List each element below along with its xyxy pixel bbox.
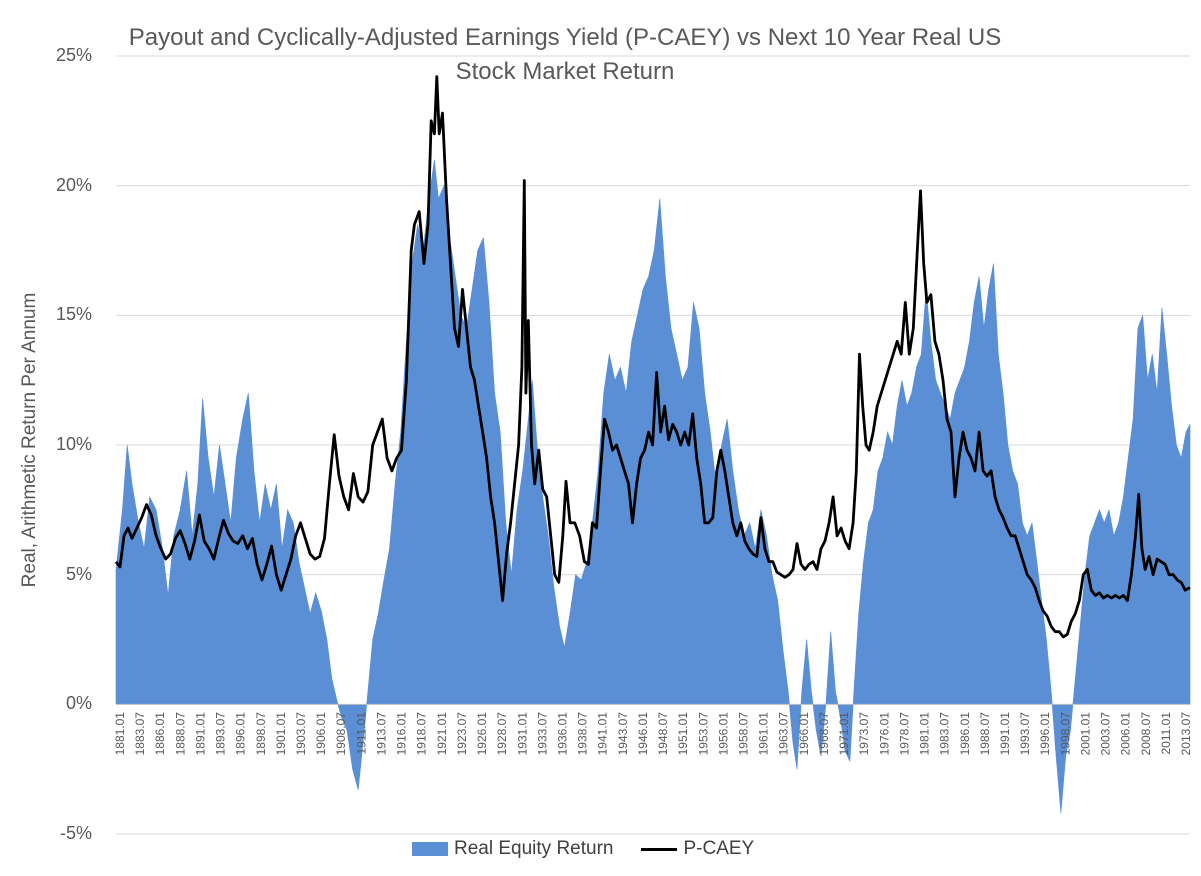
x-tick-label: 1916.01 xyxy=(395,712,409,756)
p-caey-series xyxy=(114,75,1191,639)
x-tick-label: 2001.01 xyxy=(1078,712,1092,756)
x-tick-label: 1996.01 xyxy=(1038,712,1052,756)
x-tick-label: 1938.07 xyxy=(576,712,590,756)
x-tick-label: 1898.07 xyxy=(254,712,268,756)
x-tick-label: 1926.01 xyxy=(475,712,489,756)
x-tick-label: 1953.07 xyxy=(696,712,710,756)
x-tick-label: 1983.07 xyxy=(938,712,952,756)
x-tick-label: 1981.01 xyxy=(918,712,932,756)
x-tick-label: 1908.07 xyxy=(334,712,348,756)
x-tick-label: 1961.01 xyxy=(757,712,771,756)
x-tick-label: 1933.07 xyxy=(535,712,549,756)
x-tick-label: 1988.07 xyxy=(978,712,992,756)
x-tick-label: 1883.07 xyxy=(133,712,147,756)
x-tick-label: 1971.01 xyxy=(837,712,851,756)
x-tick-label: 1958.07 xyxy=(737,712,751,756)
x-tick-label: 1946.01 xyxy=(636,712,650,756)
x-tick-label: 1998.07 xyxy=(1058,712,1072,756)
legend-swatch-p-caey xyxy=(641,847,678,851)
x-tick-label: 1903.07 xyxy=(294,712,308,756)
x-tick-label: 1966.01 xyxy=(797,712,811,756)
real-equity-return-series xyxy=(115,159,1191,814)
x-tick-label: 1918.07 xyxy=(415,712,429,756)
x-tick-label: 1948.07 xyxy=(656,712,670,756)
y-tick-label: 10% xyxy=(55,434,92,454)
legend-label-p-caey: P-CAEY xyxy=(683,838,755,859)
legend-swatch-real-equity-return xyxy=(412,842,448,856)
x-tick-label: 1906.01 xyxy=(314,712,328,756)
x-tick-label: 1993.07 xyxy=(1018,712,1032,756)
chart-title-line-2: Stock Market Return xyxy=(455,58,675,85)
y-tick-label: 5% xyxy=(65,563,92,584)
x-tick-label: 1881.01 xyxy=(113,712,127,756)
x-tick-label: 1921.01 xyxy=(435,712,449,756)
x-tick-label: 2013.07 xyxy=(1179,712,1193,756)
p-caey-line xyxy=(114,75,1191,639)
x-tick-label: 1991.01 xyxy=(998,712,1012,756)
x-tick-label: 2003.07 xyxy=(1099,712,1113,756)
x-tick-label: 1931.01 xyxy=(515,712,529,756)
x-tick-label: 1968.07 xyxy=(817,712,831,756)
y-tick-label: 15% xyxy=(55,304,92,325)
x-tick-label: 1901.01 xyxy=(274,712,288,756)
x-tick-label: 1943.07 xyxy=(616,712,630,756)
x-tick-label: 1936.01 xyxy=(555,712,569,756)
x-tick-label: 1923.07 xyxy=(455,712,469,756)
y-tick-label: -5% xyxy=(59,823,92,843)
x-tick-label: 1951.01 xyxy=(676,712,690,756)
y-tick-label: 20% xyxy=(55,174,92,195)
x-tick-label: 1978.07 xyxy=(897,712,911,756)
x-tick-label: 1973.07 xyxy=(857,712,871,756)
x-tick-label: 1913.07 xyxy=(374,712,388,756)
y-tick-label: 0% xyxy=(65,693,92,714)
y-tick-label: 25% xyxy=(55,45,92,65)
real-equity-return-area xyxy=(115,159,1191,814)
x-tick-labels: 1881.01 1883.07 1886.01 1888.07 1891.01 1893.… xyxy=(113,712,1193,756)
x-tick-label: 1891.01 xyxy=(193,712,207,756)
x-tick-label: 2008.07 xyxy=(1139,712,1153,756)
legend-label-real-equity-return: Real Equity Return xyxy=(454,838,614,859)
x-tick-label: 1893.07 xyxy=(214,712,228,756)
x-tick-label: 1896.01 xyxy=(234,712,248,756)
x-tick-label: 1956.01 xyxy=(716,712,730,756)
chart-title-line-1: Payout and Cyclically-Adjusted Earnings … xyxy=(128,24,1002,51)
x-tick-label: 1941.01 xyxy=(596,712,610,756)
x-tick-label: 1976.01 xyxy=(877,712,891,756)
x-tick-label: 1963.07 xyxy=(777,712,791,756)
legend: Real Equity Return P-CAEY xyxy=(412,838,754,860)
x-tick-label: 1986.01 xyxy=(958,712,972,756)
x-tick-label: 1911.01 xyxy=(354,712,368,755)
x-tick-label: 2006.01 xyxy=(1119,712,1133,756)
x-tick-label: 1886.01 xyxy=(153,712,167,756)
x-tick-label: 1928.07 xyxy=(495,712,509,756)
x-tick-label: 2011.01 xyxy=(1159,712,1173,755)
x-tick-label: 1888.07 xyxy=(173,712,187,756)
